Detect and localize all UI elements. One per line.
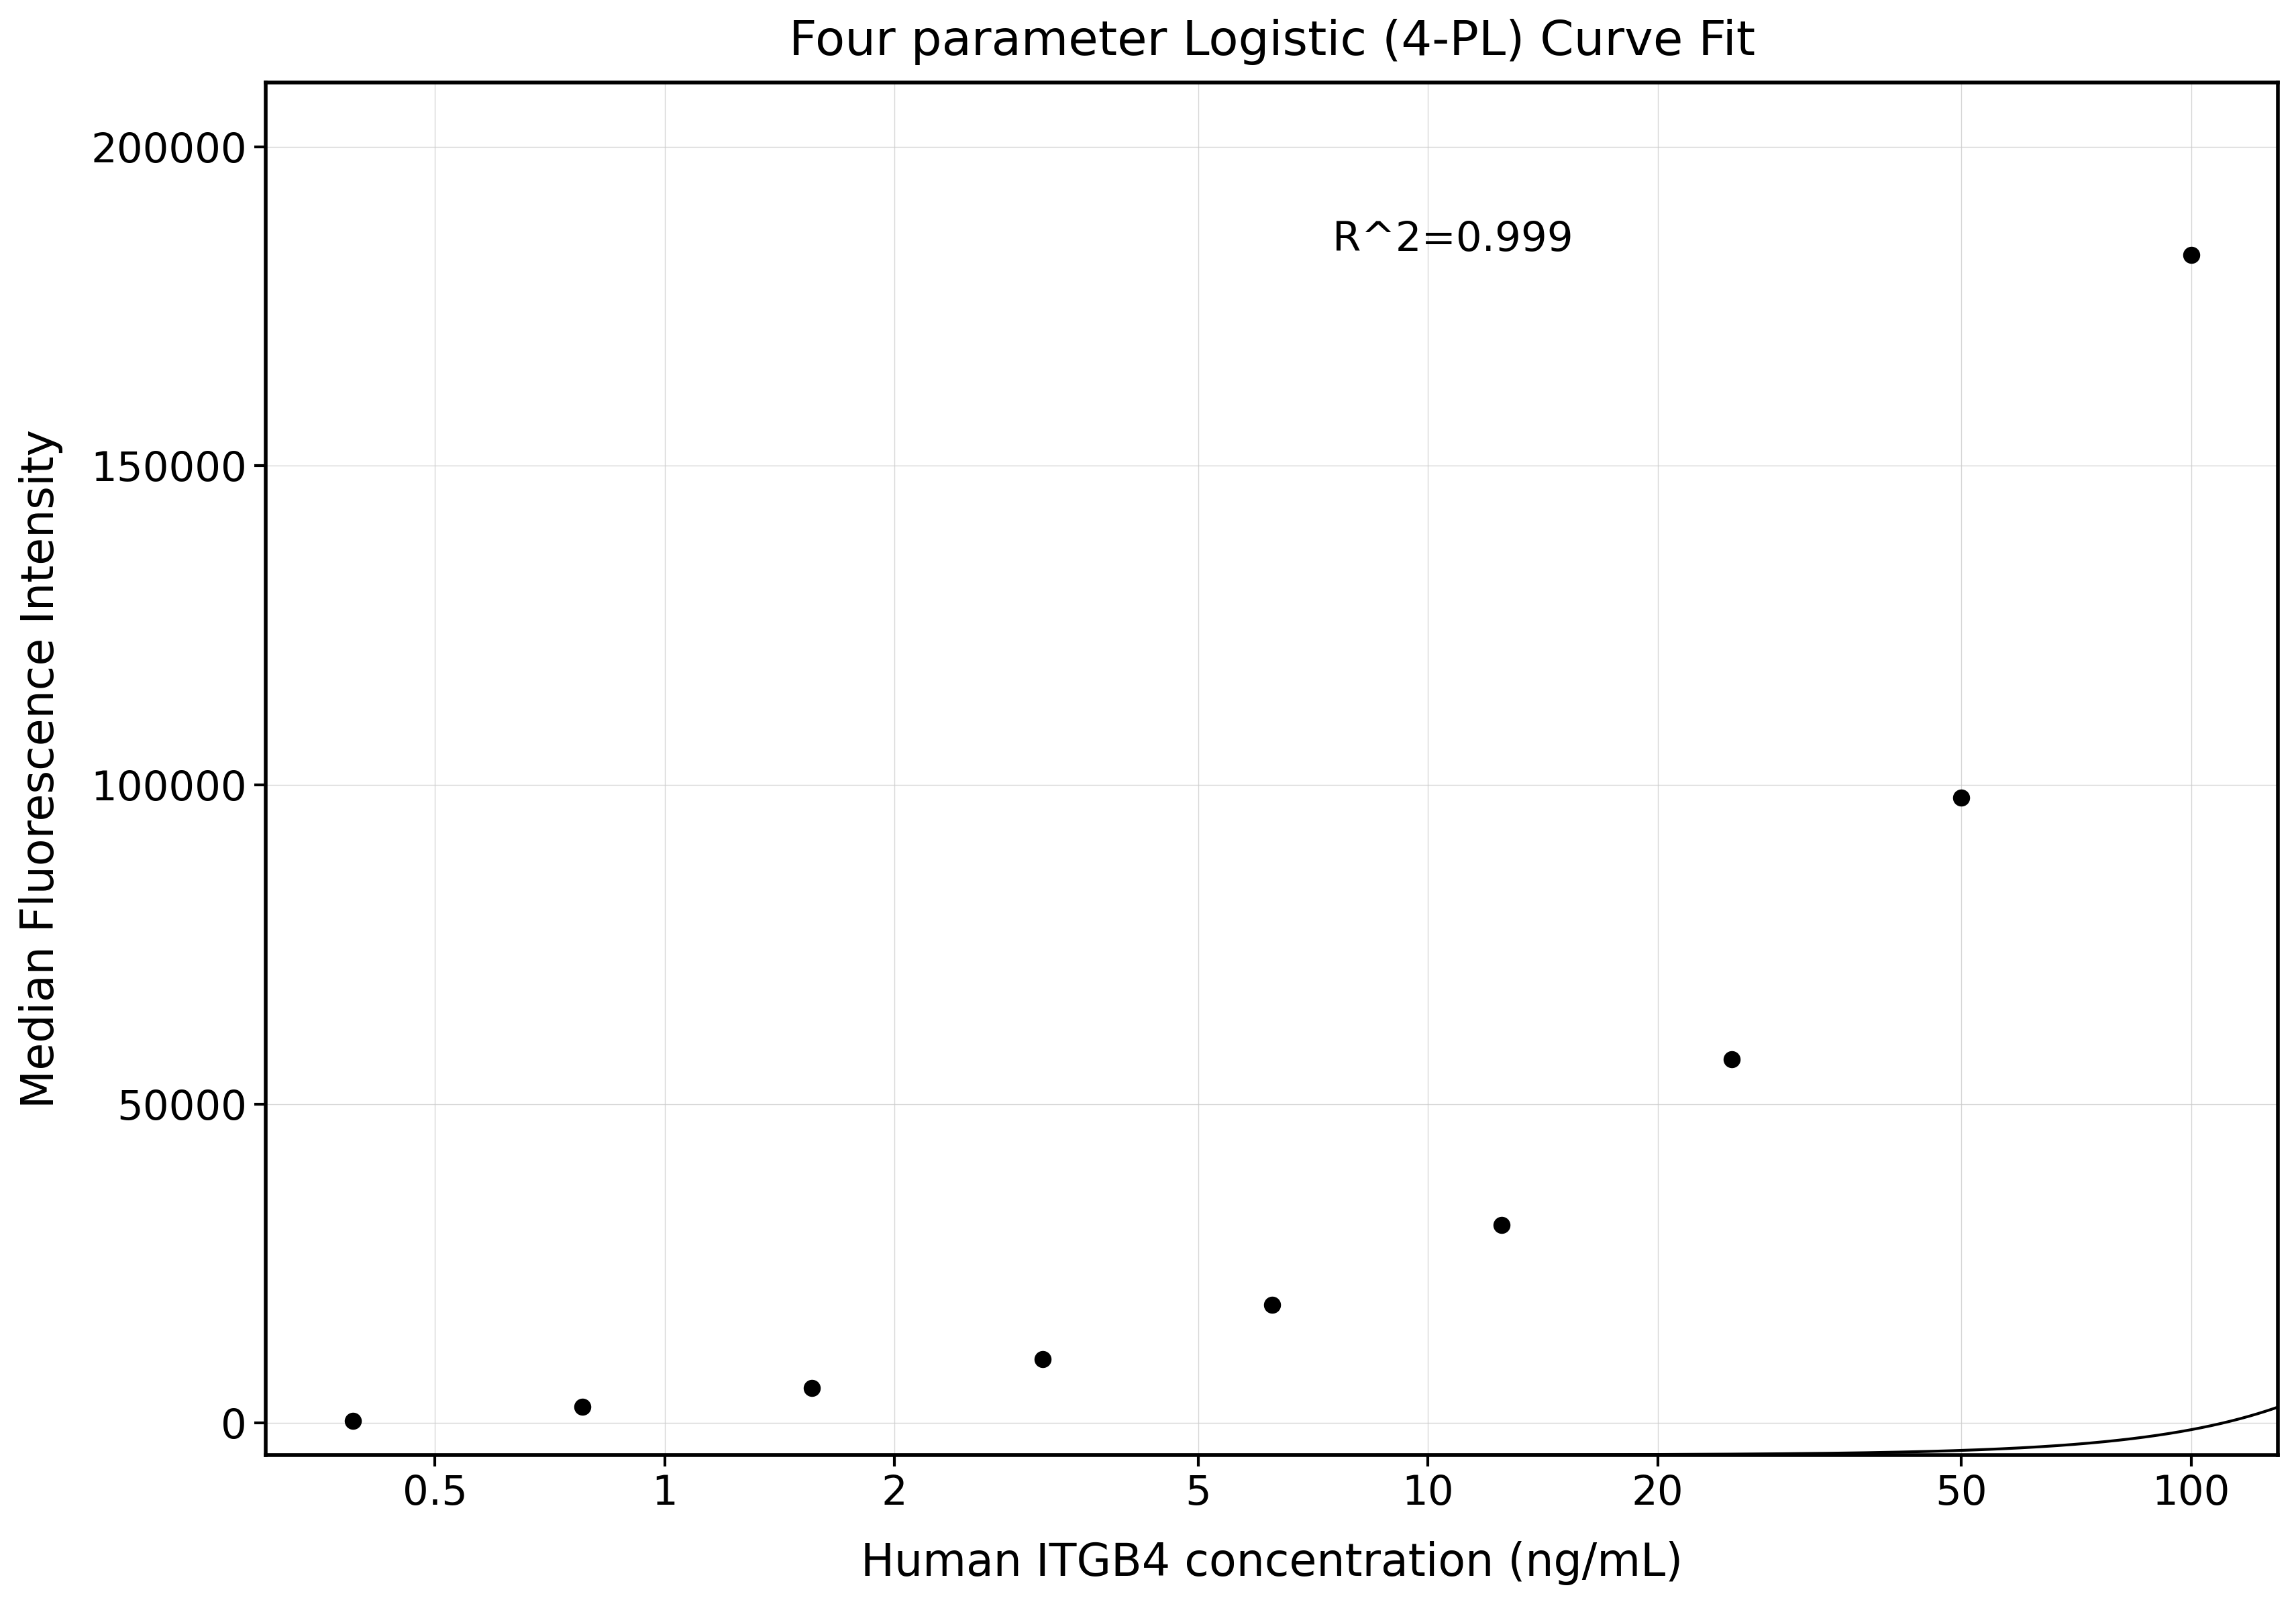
X-axis label: Human ITGB4 concentration (ng/mL): Human ITGB4 concentration (ng/mL)	[861, 1541, 1683, 1585]
Point	[1713, 1046, 1750, 1071]
Point	[1483, 1213, 1520, 1238]
Point	[794, 1375, 831, 1400]
Point	[2172, 242, 2209, 268]
Text: R^2=0.999: R^2=0.999	[1332, 220, 1573, 260]
Point	[335, 1408, 372, 1434]
Y-axis label: Median Fluorescence Intensity: Median Fluorescence Intensity	[18, 430, 62, 1108]
Point	[1254, 1293, 1290, 1318]
Title: Four parameter Logistic (4-PL) Curve Fit: Four parameter Logistic (4-PL) Curve Fit	[788, 19, 1754, 64]
Point	[1024, 1346, 1061, 1371]
Point	[565, 1394, 602, 1420]
Point	[1942, 784, 1979, 810]
